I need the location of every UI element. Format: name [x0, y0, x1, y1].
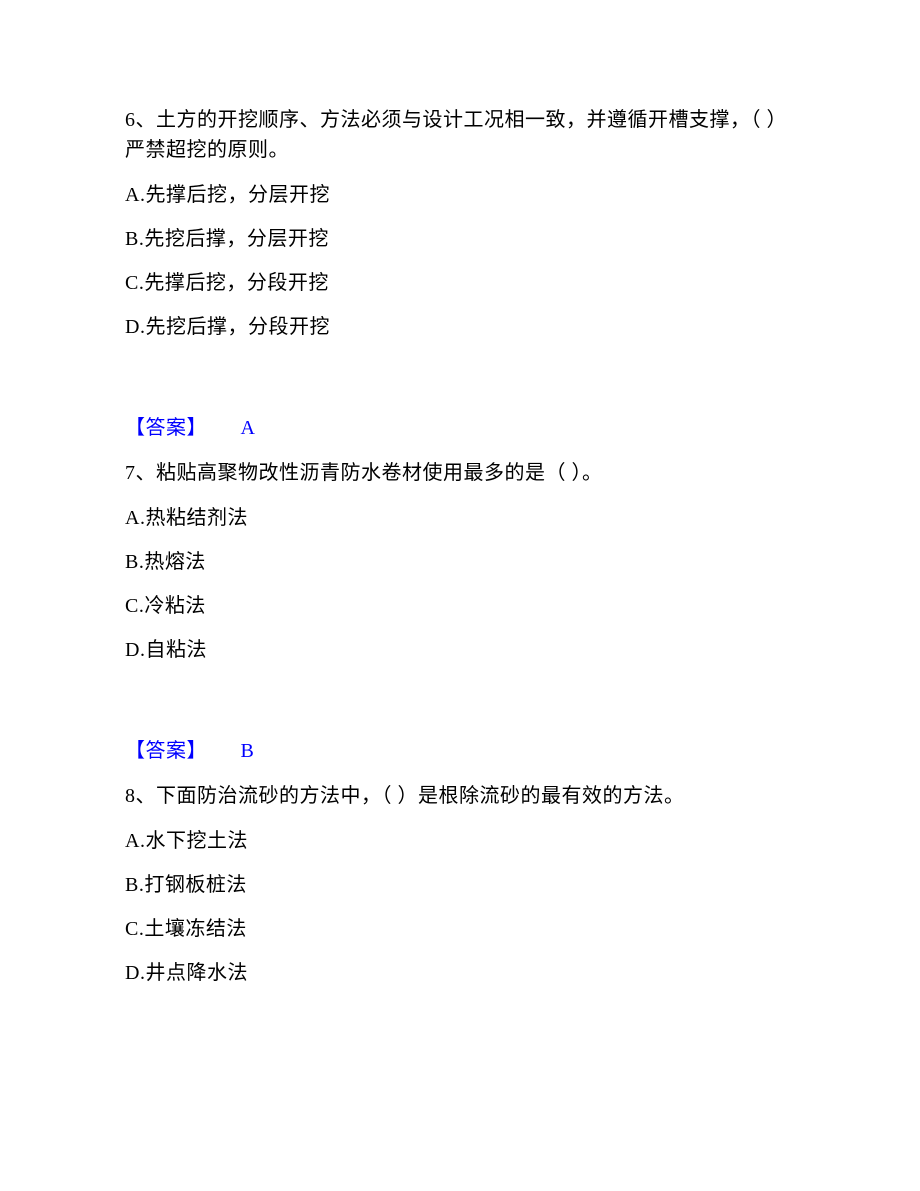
answer-label: 【答案】 — [125, 740, 207, 762]
option-c: C.先撑后挖，分段开挖 — [125, 269, 790, 297]
question-stem: 8、下面防治流砂的方法中，（ ）是根除流砂的最有效的方法。 — [125, 781, 790, 811]
option-b: B.打钢板桩法 — [125, 871, 790, 899]
option-a: A.先撑后挖，分层开挖 — [125, 181, 790, 209]
option-c: C.冷粘法 — [125, 592, 790, 620]
option-b: B.先挖后撑，分层开挖 — [125, 225, 790, 253]
question-stem: 6、土方的开挖顺序、方法必须与设计工况相一致，并遵循开槽支撑，（ ）严禁超挖的原… — [125, 105, 790, 165]
answer-label: 【答案】 — [125, 417, 207, 439]
answer-7: 【答案】 B — [125, 734, 790, 763]
option-d: D.井点降水法 — [125, 959, 790, 987]
answer-6: 【答案】 A — [125, 411, 790, 440]
question-stem: 7、粘贴高聚物改性沥青防水卷材使用最多的是（ ）。 — [125, 458, 790, 488]
option-d: D.先挖后撑，分段开挖 — [125, 313, 790, 341]
question-6: 6、土方的开挖顺序、方法必须与设计工况相一致，并遵循开槽支撑，（ ）严禁超挖的原… — [125, 105, 790, 341]
question-7: 7、粘贴高聚物改性沥青防水卷材使用最多的是（ ）。 A.热粘结剂法 B.热熔法 … — [125, 458, 790, 664]
option-a: A.水下挖土法 — [125, 827, 790, 855]
option-b: B.热熔法 — [125, 548, 790, 576]
answer-value: B — [241, 740, 255, 762]
question-8: 8、下面防治流砂的方法中，（ ）是根除流砂的最有效的方法。 A.水下挖土法 B.… — [125, 781, 790, 987]
option-c: C.土壤冻结法 — [125, 915, 790, 943]
answer-value: A — [241, 417, 256, 439]
option-d: D.自粘法 — [125, 636, 790, 664]
option-a: A.热粘结剂法 — [125, 504, 790, 532]
